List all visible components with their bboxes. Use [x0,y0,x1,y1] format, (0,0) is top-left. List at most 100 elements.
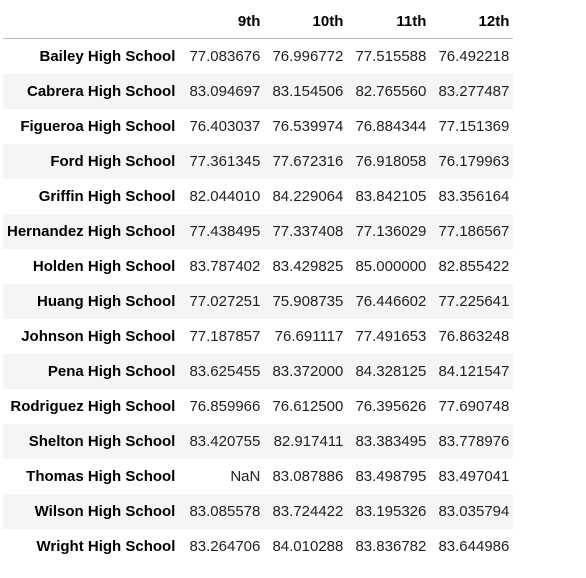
table-cell: 82.917411 [273,432,344,450]
row-index-school: Holden High School [32,257,176,275]
table-cell: 83.154506 [272,82,344,100]
table-cell: 83.842105 [355,187,427,205]
table-cell: 77.672316 [272,152,344,170]
table-cell: 77.515588 [355,47,427,65]
table-row: Bailey High School 77.083676 76.996772 77.5… [3,39,513,74]
table-cell: 83.644986 [438,537,510,555]
table-row: Johnson High School 77.187857 76.691117 77.… [3,319,513,354]
table-cell: 77.225641 [438,292,510,310]
column-header: 11th [347,4,431,39]
row-index-school: Huang High School [37,292,176,310]
table-cell: 85.000000 [355,257,427,275]
row-index-school: Thomas High School [26,467,176,485]
dataframe-output: 9th 10th 11th 12th Bailey High School 77.… [3,4,514,564]
row-index-school: Hernandez High School [7,222,176,240]
row-index-school: Wilson High School [34,502,176,520]
header-row: 9th 10th 11th 12th [3,4,514,39]
table-cell: 77.151369 [438,117,510,135]
table-row: Rodriguez High School 76.859966 76.612500 7… [3,389,513,424]
grade-scores-table: 9th 10th 11th 12th Bailey High School 77.… [3,4,514,564]
table-cell: 77.491653 [355,327,427,345]
row-index-school: Bailey High School [39,47,176,65]
table-cell: 83.277487 [438,82,510,100]
table-cell: 84.328125 [355,362,427,380]
table-cell: 76.395626 [355,397,427,415]
table-cell: 77.187857 [189,327,261,345]
table-cell: 83.085578 [189,502,261,520]
table-row: Figueroa High School 76.403037 76.539974 76… [3,109,513,144]
table-cell: 84.121547 [438,362,510,380]
row-index-school: Ford High School [50,152,176,170]
table-cell: 82.044010 [189,187,261,205]
table-cell: 76.492218 [438,47,510,65]
table-cell: 83.625455 [189,362,261,380]
table-row: Huang High School 77.027251 75.908735 76.44… [3,283,514,319]
table-cell: 76.863248 [438,327,510,345]
table-cell: 77.361345 [189,152,261,170]
table-cell: 83.094697 [189,82,261,100]
table-cell: 76.403037 [189,117,261,135]
table-cell: 77.136029 [355,222,427,240]
index-header [3,4,182,39]
table-cell: 77.337408 [272,222,344,240]
table-cell: 84.010288 [272,537,344,555]
table-cell: 76.996772 [272,47,344,65]
table-cell: 83.724422 [272,502,344,520]
table-cell: 76.539974 [272,117,344,135]
row-index-school: Griffin High School [38,187,176,205]
table-cell: 76.691117 [274,327,344,345]
table-cell: 83.497041 [438,467,510,485]
table-row: Thomas High School NaN 83.087886 83.498795 8… [3,459,513,494]
table-cell: 76.179963 [438,152,510,170]
row-index-school: Rodriguez High School [10,397,176,415]
table-cell: 83.836782 [355,537,427,555]
table-row: Hernandez High School 77.438495 77.337408 7… [3,213,514,249]
table-cell: 83.264706 [189,537,261,555]
table-cell: 76.612500 [272,397,344,415]
row-index-school: Wright High School [36,537,176,555]
table-row: Ford High School 77.361345 77.672316 76.918… [3,143,514,179]
table-header: 9th 10th 11th 12th [3,4,514,39]
table-cell: 76.918058 [355,152,427,170]
table-cell: NaN [230,467,261,485]
column-header: 10th [264,4,348,39]
table-cell: 76.859966 [189,397,261,415]
table-row: Holden High School 83.787402 83.429825 85.0… [3,249,513,284]
table-cell: 83.087886 [272,467,344,485]
table-cell: 77.027251 [189,292,261,310]
column-header: 9th [181,4,265,39]
table-cell: 77.438495 [189,222,261,240]
table-cell: 77.083676 [189,47,261,65]
row-index-school: Pena High School [47,362,176,380]
table-cell: 76.446602 [355,292,427,310]
table-row: Shelton High School 83.420755 82.917411 83.… [3,423,514,459]
table-body: Bailey High School 77.083676 76.996772 77.5… [3,39,514,564]
column-header: 12th [430,4,514,39]
table-cell: 83.787402 [189,257,261,275]
table-row: Cabrera High School 83.094697 83.154506 82.… [3,73,514,109]
table-cell: 83.778976 [438,432,510,450]
table-cell: 82.855422 [438,257,510,275]
row-index-school: Cabrera High School [27,82,176,100]
table-row: Wilson High School 83.085578 83.724422 83.1… [3,493,514,529]
row-index-school: Shelton High School [28,432,176,450]
table-cell: 83.420755 [189,432,261,450]
table-cell: 76.884344 [355,117,427,135]
table-cell: 77.186567 [438,222,510,240]
table-cell: 84.229064 [272,187,344,205]
table-cell: 83.356164 [438,187,510,205]
table-cell: 75.908735 [272,292,344,310]
table-row: Pena High School 83.625455 83.372000 84.328… [3,353,514,389]
table-cell: 77.690748 [438,397,510,415]
table-cell: 83.035794 [438,502,510,520]
table-cell: 83.429825 [272,257,344,275]
table-cell: 83.195326 [355,502,427,520]
table-row: Wright High School 83.264706 84.010288 83.8… [3,529,513,564]
row-index-school: Figueroa High School [20,117,176,135]
table-cell: 83.383495 [355,432,427,450]
table-cell: 83.498795 [355,467,427,485]
row-index-school: Johnson High School [21,327,176,345]
table-cell: 83.372000 [272,362,344,380]
table-cell: 82.765560 [355,82,427,100]
table-row: Griffin High School 82.044010 84.229064 83.… [3,179,513,214]
